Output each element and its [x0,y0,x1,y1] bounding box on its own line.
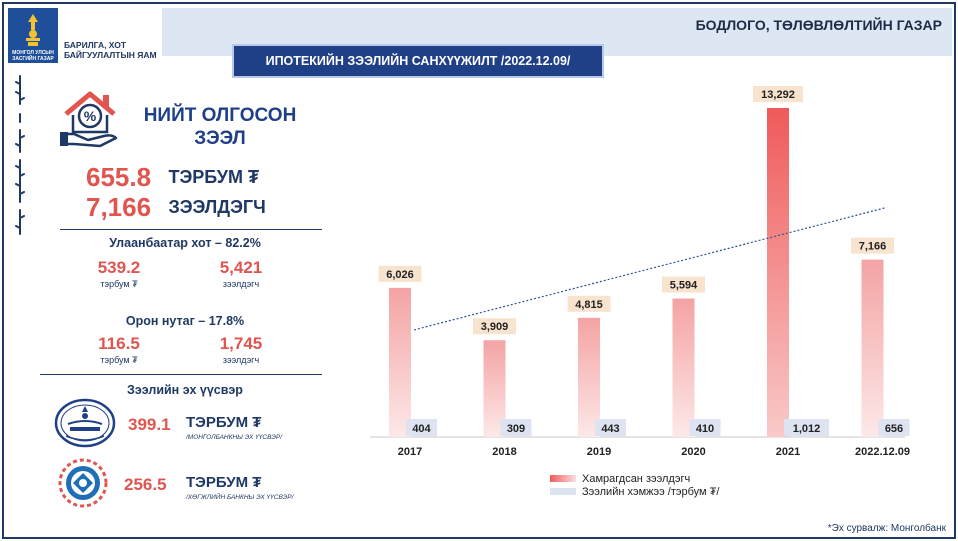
data-label-borrowers: 3,909 [481,321,509,333]
legend-label-amount: Зээлийн хэмжээ /тэрбум ₮/ [582,485,720,498]
legend-swatch-amount [550,488,576,495]
bar-borrowers [861,259,884,437]
total-loans-label: НИЙТ ОЛГОСОН ЗЭЭЛ [130,104,310,150]
data-label-bg-borrowers [473,318,516,335]
svg-text:%: % [84,108,97,124]
region-ub-borrowers-unit: зээлдэгч [222,279,260,289]
bar-borrowers [389,287,411,437]
x-tick-label: 2022.12.09 [855,446,910,458]
legend-item-amount: Зээлийн хэмжээ /тэрбум ₮/ [550,485,719,498]
data-label-borrowers: 13,292 [761,89,795,101]
data-label-bg-borrowers [378,265,422,282]
data-label-bg-borrowers [567,295,611,312]
region-ub-amount: 539.2 [97,258,141,277]
legend-swatch-borrowers [550,475,576,482]
region-rural-amount-unit: тэрбум ₮ [100,355,138,365]
total-amount: 655.8 [86,162,152,192]
region-ub-amount-unit: тэрбум ₮ [100,279,138,289]
data-label-borrowers: 5,594 [670,280,698,292]
bar-borrowers [767,108,789,437]
region-rural-borrowers: 1,745 [219,334,263,353]
bar-amount [500,419,532,436]
ministry-name: БАРИЛГА, ХОТ БАЙГУУЛАЛТЫН ЯАМ [64,40,157,60]
chart-legend: Хамрагдсан зээлдэгч Зээлийн хэмжээ /тэрб… [550,472,719,498]
devbank-amount: 256.5 [124,475,167,494]
logo-text-line1: МОНГОЛ УЛСЫН [12,50,54,56]
bar-borrowers [672,298,695,437]
development-bank-logo-icon [58,458,108,513]
ministry-line1: БАРИЛГА, ХОТ [64,40,127,50]
region-label-ub: Улаанбаатар хот – 82.2% [109,236,261,250]
region-rural-amount: 116.5 [98,334,140,353]
bar-amount [784,419,829,436]
data-label-amount: 404 [412,423,431,435]
logo-text-line2: ЗАСГИЙН ГАЗАР [12,54,54,62]
x-tick-label: 2017 [398,446,422,458]
total-borrowers-row: 7,166 ЗЭЭЛДЭГЧ [86,192,266,223]
divider [60,229,322,230]
bar-amount [406,419,437,436]
department-title: БОДЛОГО, ТӨЛӨВЛӨЛТИЙН ГАЗАР [695,17,942,33]
region-rural-borrowers-unit: зээлдэгч [222,355,260,365]
total-amount-row: 655.8 ТЭРБУМ ₮ [86,162,259,193]
region-ub-borrowers: 5,421 [219,258,263,277]
x-tick-label: 2018 [492,446,516,458]
total-label-line2: ЗЭЭЛ [194,128,246,149]
ministry-line2: БАЙГУУЛАЛТЫН ЯАМ [64,50,157,60]
total-amount-unit: ТЭРБУМ ₮ [168,167,259,187]
data-label-borrowers: 4,815 [575,299,603,311]
data-label-bg-borrowers [851,237,894,254]
data-label-borrowers: 7,166 [859,241,887,253]
legend-item-borrowers: Хамрагдсан зээлдэгч [550,472,719,485]
bar-borrowers [578,317,600,437]
data-label-amount: 410 [696,423,714,435]
bar-amount [689,419,721,436]
bar-borrowers [483,340,506,437]
data-label-bg-borrowers [753,86,803,102]
total-borrowers-unit: ЗЭЭЛДЭГЧ [168,197,266,217]
data-label-bg-borrowers [662,276,705,293]
bar-amount [878,419,910,436]
mongolbank-amount: 399.1 [128,415,171,434]
bar-amount [595,419,626,436]
total-label-line1: НИЙТ ОЛГОСОН [143,105,297,126]
data-label-amount: 309 [507,423,525,435]
mongolbank-logo-icon [54,398,116,453]
total-borrowers: 7,166 [86,192,152,222]
region-label-rural: Орон нутаг – 17.8% [125,314,245,328]
divider [40,374,322,375]
data-label-borrowers: 6,026 [386,269,414,281]
mongolian-script-text [12,74,28,239]
x-tick-label: 2019 [587,446,611,458]
x-tick-label: 2021 [776,446,800,458]
mongolbank-amount-unit: ТЭРБУМ ₮ [186,414,262,431]
trend-line [413,206,887,331]
devbank-source-note: /ХӨГЖЛИЙН БАНКНЫ ЭХ ҮҮСВЭР/ [186,494,294,501]
data-label-amount: 1,012 [793,423,821,435]
data-label-amount: 443 [601,423,619,435]
mongolbank-source-note: /МОНГОЛБАНКНЫ ЭХ ҮҮСВЭР/ [186,434,283,441]
house-percent-icon: % [60,88,126,155]
loan-source-title: Зээлийн эх үүсвэр [127,383,243,397]
government-emblem-icon: МОНГОЛ УЛСЫН ЗАСГИЙН ГАЗАР [8,8,58,63]
source-note: *Эх сурвалж: Монголбанк [827,523,946,534]
data-label-amount: 656 [885,423,903,435]
slide-title: ИПОТЕКИЙН ЗЭЭЛИЙН САНХҮҮЖИЛТ /2022.12.09… [232,44,604,78]
loan-chart: 6,026 404 2017 3,909 309 2018 4,815 443 2019 5,59… [350,80,930,470]
devbank-amount-unit: ТЭРБУМ ₮ [186,474,262,491]
x-tick-label: 2020 [681,446,705,458]
legend-label-borrowers: Хамрагдсан зээлдэгч [582,472,691,485]
